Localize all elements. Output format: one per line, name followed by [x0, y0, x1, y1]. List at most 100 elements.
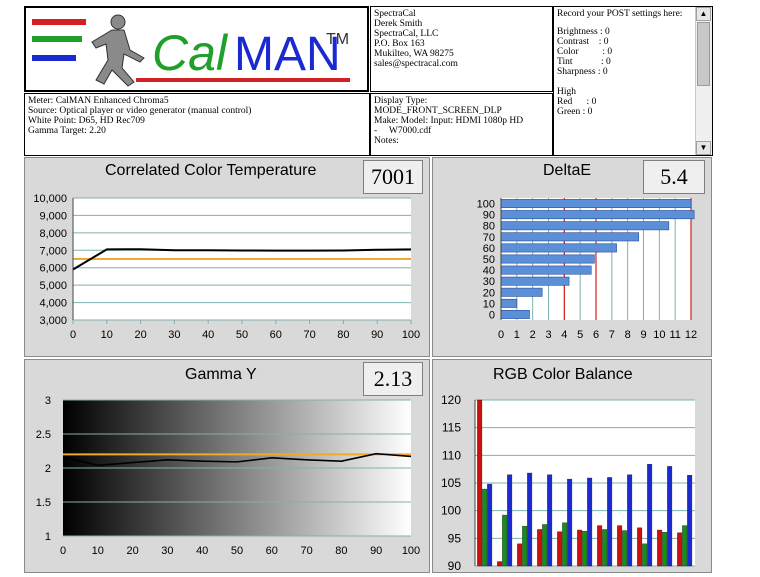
x-tick-label: 80	[337, 329, 349, 341]
x-tick-label: 11	[669, 329, 680, 341]
y-tick-label: 5,000	[39, 280, 67, 292]
red-bar	[577, 529, 583, 567]
x-tick-label: 90	[371, 329, 383, 341]
x-tick-label: 100	[402, 329, 420, 341]
post-settings-box: Record your POST settings here: Brightne…	[553, 6, 713, 156]
x-tick-label: 10	[653, 329, 665, 341]
post-setting: Sharpness : 0	[557, 67, 608, 77]
y-tick-label: 110	[442, 448, 461, 462]
contact-box: SpectraCal Derek Smith SpectraCal, LLC P…	[370, 6, 553, 92]
y-tick-label: 2.5	[36, 429, 51, 441]
x-tick-label: 50	[231, 545, 243, 557]
deltae-bar	[500, 243, 617, 253]
green-bar	[582, 530, 588, 567]
deltae-readout: 5.4	[643, 160, 705, 194]
red-bar	[617, 525, 623, 567]
contact-line: SpectraCal, LLC	[374, 29, 439, 39]
post-settings-scrollbar[interactable]: ▲ ▼	[695, 7, 712, 155]
green-bar	[622, 530, 628, 567]
rgb-title: RGB Color Balance	[493, 366, 633, 383]
blue-bar	[607, 477, 613, 567]
cct-panel: Correlated Color Temperature 7001 3,000 4…	[24, 157, 430, 357]
green-bar	[522, 525, 528, 567]
x-tick-label: 0	[70, 329, 76, 341]
y-tick-label: 120	[441, 393, 461, 407]
x-tick-label: 8	[625, 329, 631, 341]
x-tick-label: 10	[92, 545, 104, 557]
y-tick-label: 100	[477, 199, 495, 211]
red-bar	[477, 399, 483, 567]
blue-bar	[667, 466, 673, 567]
post-setting: Red : 0	[557, 97, 597, 107]
contact-line: sales@spectracal.com	[374, 59, 458, 69]
x-tick-label: 20	[126, 545, 138, 557]
gamma-readout: 2.13	[363, 362, 423, 396]
red-bar	[557, 531, 563, 567]
green-bar	[542, 524, 548, 567]
green-bar	[482, 488, 488, 567]
logo-cal: Cal	[152, 25, 229, 81]
y-tick-label: 95	[448, 531, 462, 545]
deltae-bar	[500, 254, 595, 264]
cct-chart: 3,000 4,000 5,000 6,000 7,000 8,000 9,000 10,00…	[33, 193, 420, 341]
y-tick-label: 90	[483, 210, 495, 222]
scroll-thumb[interactable]	[697, 22, 710, 86]
x-tick-label: 70	[303, 329, 315, 341]
y-tick-label: 6,000	[39, 263, 67, 275]
y-tick-label: 10	[483, 298, 495, 310]
post-setting	[557, 77, 709, 87]
x-tick-label: 4	[561, 329, 567, 341]
red-bar	[597, 525, 603, 567]
y-tick-label: 50	[483, 254, 495, 266]
logo-tm: TM	[326, 31, 349, 48]
display-info-box: Display Type: MODE_FRONT_SCREEN_DLP Make…	[370, 93, 553, 156]
x-tick-label: 5	[577, 329, 583, 341]
y-tick-label: 3,000	[39, 315, 67, 327]
x-tick-label: 100	[402, 545, 420, 557]
red-bar	[637, 527, 643, 567]
x-tick-label: 7	[609, 329, 615, 341]
post-setting: Tint : 0	[557, 57, 611, 67]
y-tick-label: 4,000	[39, 298, 67, 310]
gamma-chart: 11.522.530 10 20 30 40 50 60 70 80 90 100	[36, 395, 420, 557]
meter-line: Meter: CalMAN Enhanced Chroma5	[28, 96, 169, 106]
x-tick-label: 90	[370, 545, 382, 557]
x-tick-label: 50	[236, 329, 248, 341]
x-tick-label: 20	[134, 329, 146, 341]
deltae-bar	[500, 232, 640, 242]
blue-bar	[647, 463, 653, 567]
calman-logo: Cal MAN TM	[32, 14, 350, 87]
y-tick-label: 1	[45, 531, 51, 543]
display-line: Notes:	[374, 136, 399, 146]
y-tick-label: 30	[483, 276, 495, 288]
post-setting: Green : 0	[557, 107, 593, 117]
y-tick-label: 90	[448, 559, 462, 572]
cct-title: Correlated Color Temperature	[105, 162, 317, 179]
contact-line: P.O. Box 163	[374, 39, 425, 49]
post-setting: Brightness : 0	[557, 27, 610, 37]
contact-line: Derek Smith	[374, 19, 423, 29]
y-tick-label: 40	[483, 265, 495, 277]
y-tick-label: 100	[441, 504, 461, 518]
x-tick-label: 40	[196, 545, 208, 557]
blue-bar	[487, 483, 493, 567]
scroll-up-icon[interactable]: ▲	[696, 7, 711, 21]
deltae-bar	[500, 276, 570, 286]
blue-bar	[687, 475, 693, 567]
display-line: Make: Model: Input: HDMI 1080p HD	[374, 116, 524, 126]
scroll-down-icon[interactable]: ▼	[696, 141, 711, 155]
x-tick-label: 60	[270, 329, 282, 341]
y-tick-label: 10,000	[33, 193, 67, 205]
green-bar	[562, 522, 568, 567]
gamma-title: Gamma Y	[185, 366, 257, 383]
y-tick-label: 105	[441, 476, 461, 490]
blue-bar	[567, 478, 573, 567]
y-tick-label: 20	[483, 287, 495, 299]
gamma-target-line: Gamma Target: 2.20	[28, 126, 106, 136]
green-bar	[602, 529, 608, 567]
green-bar	[502, 514, 508, 567]
red-bar	[537, 529, 543, 567]
blue-bar	[507, 474, 513, 567]
y-tick-label: 7,000	[39, 245, 67, 257]
x-tick-label: 0	[498, 329, 504, 341]
